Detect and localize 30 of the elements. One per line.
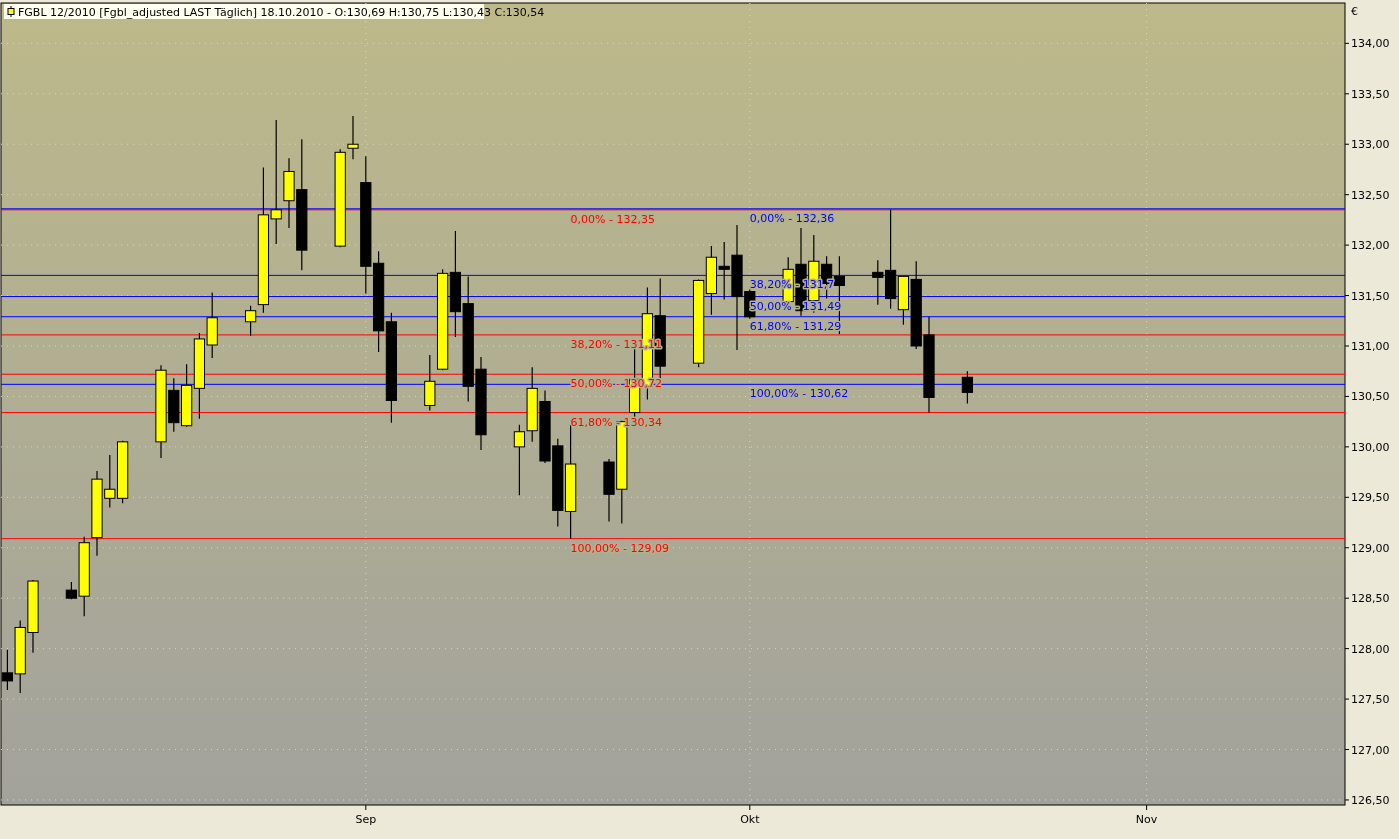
annotation: 100,00% - 129,09	[570, 541, 670, 555]
y-tick-label: 133,50	[1351, 87, 1390, 101]
candlestick	[513, 424, 526, 496]
y-tick-label: 128,00	[1351, 642, 1390, 656]
y-tick-label: 128,50	[1351, 592, 1390, 606]
annotation: 0,00% - 132,36	[749, 211, 835, 225]
y-axis-title: €	[1351, 5, 1358, 18]
y-tick-label: 132,00	[1351, 239, 1390, 253]
y-tick-label: 131,50	[1351, 289, 1390, 303]
y-tick-label: 132,50	[1351, 188, 1390, 202]
y-tick-label: 129,00	[1351, 541, 1390, 555]
annotation: 61,80% - 130,34	[570, 415, 663, 429]
candlestick	[244, 305, 257, 337]
candlestick	[961, 370, 974, 405]
y-tick-label: 131,00	[1351, 339, 1390, 353]
y-tick-label: 127,00	[1351, 743, 1390, 757]
y-tick-label: 130,50	[1351, 390, 1390, 404]
chart-title: FGBL 12/2010 [Fgbl_adjusted LAST Täglich] 18.10.2010 - O:130,69 H:130,75 L:130,43 C:130,54	[18, 6, 545, 19]
y-tick-label: 126,50	[1351, 793, 1390, 807]
annotation: 100,00% - 130,62	[749, 387, 849, 401]
y-tick-label: 127,50	[1351, 693, 1390, 707]
annotation: 0,00% - 132,35	[570, 212, 656, 226]
candlestick	[347, 115, 359, 160]
x-tick-label: Okt	[740, 813, 761, 826]
x-tick-label: Nov	[1135, 813, 1158, 826]
y-tick-label: 129,50	[1351, 491, 1390, 505]
y-tick-label: 134,00	[1351, 37, 1390, 51]
x-tick-label: Sep	[355, 813, 377, 826]
y-tick-label: 130,00	[1351, 440, 1390, 454]
y-tick-label: 133,00	[1351, 138, 1390, 152]
